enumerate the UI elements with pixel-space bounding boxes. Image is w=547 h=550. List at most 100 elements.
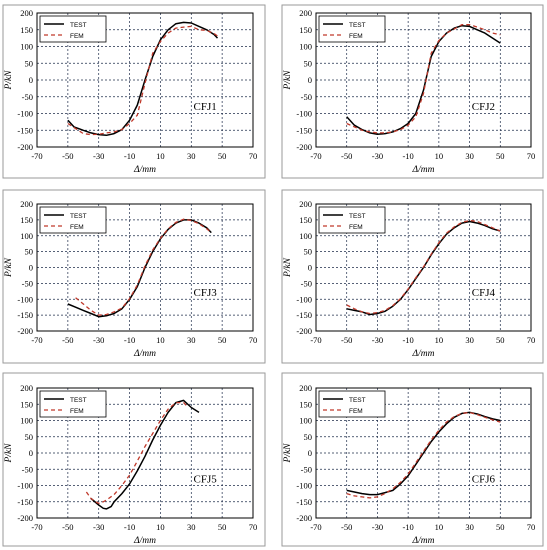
series-line-fem — [67, 25, 220, 136]
y-tick-label: 100 — [20, 231, 33, 241]
series-line-test — [90, 399, 200, 510]
legend-box — [39, 390, 107, 418]
x-tick-label: -10 — [124, 335, 135, 345]
y-tick-label: 150 — [20, 215, 33, 225]
plot-area-border — [36, 203, 254, 332]
x-tick-label: -10 — [124, 151, 135, 161]
legend-label-test: TEST — [349, 397, 366, 404]
legend-box — [318, 15, 386, 43]
y-axis-label: P/kN — [4, 257, 14, 278]
x-tick-label: -50 — [62, 522, 73, 532]
legend-label-test: TEST — [349, 22, 366, 29]
y-tick-label: 0 — [29, 448, 33, 458]
series-line-fem — [346, 24, 501, 134]
y-tick-label: 50 — [304, 432, 313, 442]
y-tick-label: 200 — [20, 383, 33, 393]
x-tick-label: -50 — [341, 522, 352, 532]
x-tick-label: 10 — [156, 335, 165, 345]
y-tick-label: -200 — [17, 326, 33, 336]
x-tick-label: 70 — [249, 151, 258, 161]
chart-panel-4: 200 150 100 50 0 -50 -100 -150 -200-70 -50 -30 -10 1… — [281, 189, 544, 364]
x-tick-label: 10 — [156, 522, 165, 532]
chart-panel-2: 200 150 100 50 0 -50 -100 -150 -200-70 -50 -30 -10 1… — [281, 4, 544, 179]
x-tick-label: 10 — [435, 335, 444, 345]
y-axis-label: P/kN — [4, 70, 14, 91]
legend-box — [318, 206, 386, 234]
y-tick-label: -50 — [301, 464, 312, 474]
chart-panel-3: 200 150 100 50 0 -50 -100 -150 -200-70 -50 -30 -10 1… — [2, 189, 266, 364]
specimen-label: CFJ6 — [472, 473, 496, 485]
x-axis-label: Δ/mm — [412, 349, 435, 359]
legend-label-test: TEST — [70, 213, 87, 220]
specimen-label: CFJ2 — [472, 101, 495, 113]
y-tick-label: -100 — [296, 109, 312, 119]
y-tick-label: -150 — [17, 497, 33, 507]
y-tick-label: -200 — [17, 142, 33, 152]
x-axis-label: Δ/mm — [133, 536, 156, 546]
x-tick-label: -30 — [93, 335, 104, 345]
y-tick-label: -150 — [296, 125, 312, 135]
x-tick-label: 50 — [496, 522, 505, 532]
x-axis-label: Δ/mm — [133, 349, 156, 359]
y-tick-label: 100 — [299, 231, 312, 241]
x-tick-label: 70 — [527, 335, 536, 345]
x-tick-label: -30 — [372, 151, 383, 161]
y-tick-label: -50 — [301, 92, 312, 102]
y-tick-label: -100 — [296, 294, 312, 304]
panel-frame — [2, 4, 266, 179]
x-tick-label: -70 — [31, 151, 42, 161]
panel-frame — [281, 4, 544, 179]
x-tick-label: -50 — [341, 151, 352, 161]
chart-panel-6: 200 150 100 50 0 -50 -100 -150 -200-70 -50 -30 -10 1… — [281, 372, 544, 547]
y-tick-label: 100 — [299, 42, 312, 52]
x-tick-label: 30 — [465, 335, 474, 345]
y-tick-label: 200 — [20, 199, 33, 209]
y-tick-label: -100 — [296, 481, 312, 491]
x-tick-label: 30 — [465, 522, 474, 532]
x-tick-label: -30 — [93, 151, 104, 161]
x-tick-label: -50 — [341, 335, 352, 345]
legend-label-fem: FEM — [70, 33, 84, 40]
x-tick-label: -30 — [372, 522, 383, 532]
y-tick-label: 100 — [20, 416, 33, 426]
x-tick-label: -10 — [402, 522, 413, 532]
y-tick-label: 150 — [299, 399, 312, 409]
legend-label-test: TEST — [349, 213, 366, 220]
y-tick-label: 150 — [20, 25, 33, 35]
y-tick-label: -200 — [17, 513, 33, 523]
chart-panel-1: 200 150 100 50 0 -50 -100 -150 -200-70 -50 -30 -10 1… — [2, 4, 266, 179]
legend-box — [318, 390, 386, 418]
panel-frame — [281, 189, 544, 364]
y-tick-label: -100 — [17, 294, 33, 304]
y-tick-label: 50 — [25, 432, 34, 442]
y-tick-label: -150 — [17, 310, 33, 320]
x-tick-label: -70 — [31, 335, 42, 345]
chart-panel-5: 200 150 100 50 0 -50 -100 -150 -200-70 -50 -30 -10 1… — [2, 372, 266, 547]
y-tick-label: 100 — [20, 42, 33, 52]
y-tick-label: -50 — [22, 464, 33, 474]
x-tick-label: -10 — [124, 522, 135, 532]
legend-box — [39, 15, 107, 43]
legend-label-fem: FEM — [349, 408, 363, 415]
series-line-test — [346, 411, 501, 496]
x-tick-label: 50 — [218, 335, 227, 345]
specimen-label: CFJ4 — [472, 287, 496, 299]
y-tick-label: 0 — [29, 263, 33, 273]
y-tick-label: -50 — [22, 92, 33, 102]
y-tick-label: 50 — [304, 58, 313, 68]
x-tick-label: 30 — [187, 522, 196, 532]
series-line-test — [346, 24, 501, 136]
x-tick-label: 10 — [156, 151, 165, 161]
y-tick-label: 150 — [20, 399, 33, 409]
x-tick-label: 70 — [249, 522, 258, 532]
y-tick-label: 0 — [29, 75, 33, 85]
y-tick-label: 0 — [308, 263, 312, 273]
x-tick-label: 50 — [496, 151, 505, 161]
plot-area-border — [36, 387, 254, 519]
x-tick-label: 30 — [187, 335, 196, 345]
y-axis-label: P/kN — [283, 70, 293, 91]
y-axis-label: P/kN — [283, 257, 293, 278]
y-tick-label: 50 — [25, 58, 34, 68]
plot-area-border — [36, 12, 254, 148]
y-tick-label: -200 — [296, 326, 312, 336]
